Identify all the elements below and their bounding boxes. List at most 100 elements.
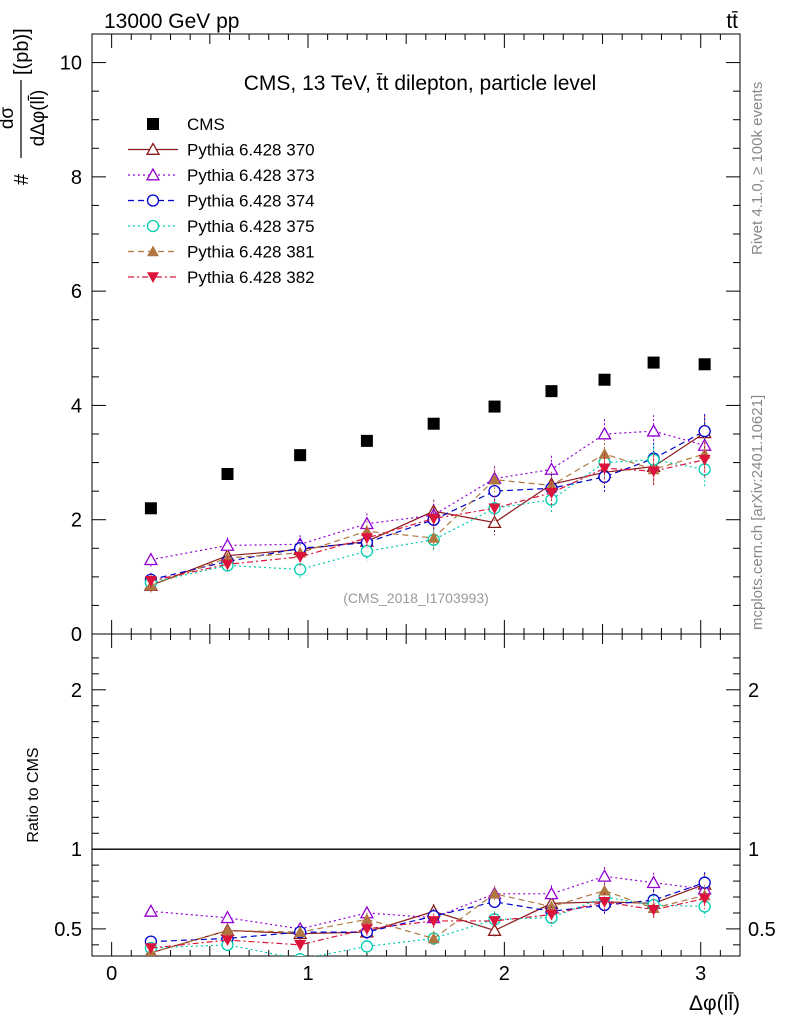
data-point (698, 454, 711, 466)
data-point (698, 424, 711, 438)
legend-marker (147, 118, 159, 130)
legend-label: Pythia 6.428 370 (187, 141, 315, 160)
svg-text:[(pb)]: [(pb)] (11, 28, 33, 75)
legend-item: CMS (147, 115, 225, 134)
ratio-point (294, 953, 306, 956)
ratio-line (150, 882, 705, 943)
legend-marker (146, 194, 160, 207)
ratio-point (487, 923, 502, 936)
ratio-y-tick-label-right: 1 (748, 839, 759, 861)
ratio-point (545, 909, 558, 921)
data-point (221, 468, 234, 480)
data-point (698, 358, 711, 371)
x-tick-label: 1 (302, 963, 313, 985)
series-line (150, 432, 705, 586)
ratio-point (221, 924, 234, 936)
data-point (427, 513, 440, 525)
data-point (487, 515, 502, 529)
data-point (488, 473, 501, 485)
data-point (144, 502, 157, 515)
ratio-point (294, 940, 307, 951)
chart-title: CMS, 13 TeV, t̄t dilepton, particle leve… (244, 72, 597, 95)
x-tick-label: 3 (695, 963, 706, 985)
legend-label: Pythia 6.428 375 (187, 217, 315, 236)
legend: CMS Pythia 6.428 370 Pythia 6.428 373 Pythi… (128, 115, 315, 287)
ratio-panel: 0.5 0.5 1 1 2 2 Ratio to CMS (25, 633, 776, 957)
ratio-point (144, 943, 157, 955)
x-tick-label: 2 (499, 963, 510, 985)
data-point (144, 576, 157, 587)
data-point (221, 559, 234, 571)
legend-label: Pythia 6.428 373 (187, 166, 315, 185)
y-tick-label: 8 (71, 167, 82, 189)
ratio-y-label: Ratio to CMS (25, 747, 42, 842)
legend-marker (145, 167, 161, 181)
data-point (360, 544, 374, 558)
process-label: tt̄ (726, 10, 738, 33)
ratio-point (488, 916, 501, 927)
ratio-point (143, 904, 159, 917)
data-point (647, 356, 660, 369)
legend-marker (147, 245, 159, 257)
series-line (150, 459, 705, 582)
ratio-series-pythia-6-428-382 (144, 888, 711, 955)
series-pythia-6-428-373 (143, 415, 712, 567)
ratio-point (360, 940, 374, 953)
mcplots-info: mcplots.cern.ch [arXiv:2401.10621] (749, 395, 766, 630)
ratio-point (488, 887, 501, 899)
x-tick-label: 0 (106, 963, 117, 985)
ratio-point (646, 875, 661, 889)
ratio-y-tick-label-right: 0.5 (748, 919, 776, 941)
ratio-point (427, 916, 440, 927)
data-point (598, 463, 611, 475)
x-axis-label: Δφ(ll̄) (689, 991, 740, 1015)
data-point (545, 488, 558, 499)
ratio-line (150, 883, 705, 954)
rivet-info: Rivet 4.1.0, ≥ 100k events (749, 82, 766, 255)
y-tick-label: 6 (71, 281, 82, 303)
ratio-frame (91, 633, 741, 957)
legend-item: Pythia 6.428 374 (128, 192, 315, 211)
data-point (427, 532, 440, 543)
series-line (150, 430, 705, 581)
legend-label: Pythia 6.428 381 (187, 243, 315, 262)
ratio-point (647, 904, 660, 916)
legend-item: Pythia 6.428 370 (128, 141, 315, 160)
legend-label: CMS (187, 115, 225, 134)
series-line (150, 453, 705, 586)
data-point (647, 466, 660, 478)
ratio-point (220, 910, 235, 924)
legend-item: Pythia 6.428 373 (128, 166, 315, 185)
data-point (427, 417, 440, 430)
ratio-point (360, 913, 373, 925)
energy-label: 13000 GeV pp (104, 10, 239, 33)
data-point (360, 533, 373, 544)
data-point (597, 426, 612, 440)
ratio-point (598, 897, 611, 908)
ratio-point (294, 926, 307, 937)
svg-text:dσ: dσ (0, 107, 18, 130)
ratio-point (544, 886, 559, 900)
legend-item: Pythia 6.428 382 (128, 268, 315, 287)
legend-item: Pythia 6.428 375 (128, 217, 315, 236)
ratio-point (360, 924, 373, 935)
legend-label: Pythia 6.428 374 (187, 192, 315, 211)
main-panel: CMS, 13 TeV, t̄t dilepton, particle leve… (0, 28, 741, 646)
ratio-point (598, 884, 611, 896)
ratio-point (597, 868, 612, 882)
series-cms (144, 356, 711, 515)
y-tick-label: 2 (71, 510, 82, 532)
data-point (646, 423, 661, 437)
series-pythia-6-428-382 (144, 442, 711, 588)
data-point (220, 538, 235, 551)
data-point (598, 373, 611, 386)
data-point (143, 552, 159, 566)
ratio-point (698, 893, 711, 905)
y-tick-label: 0 (71, 624, 82, 646)
data-point (488, 400, 501, 413)
data-point (294, 449, 307, 462)
y-tick-label: 4 (71, 395, 82, 417)
data-point (488, 503, 501, 515)
ratio-line (150, 898, 705, 949)
